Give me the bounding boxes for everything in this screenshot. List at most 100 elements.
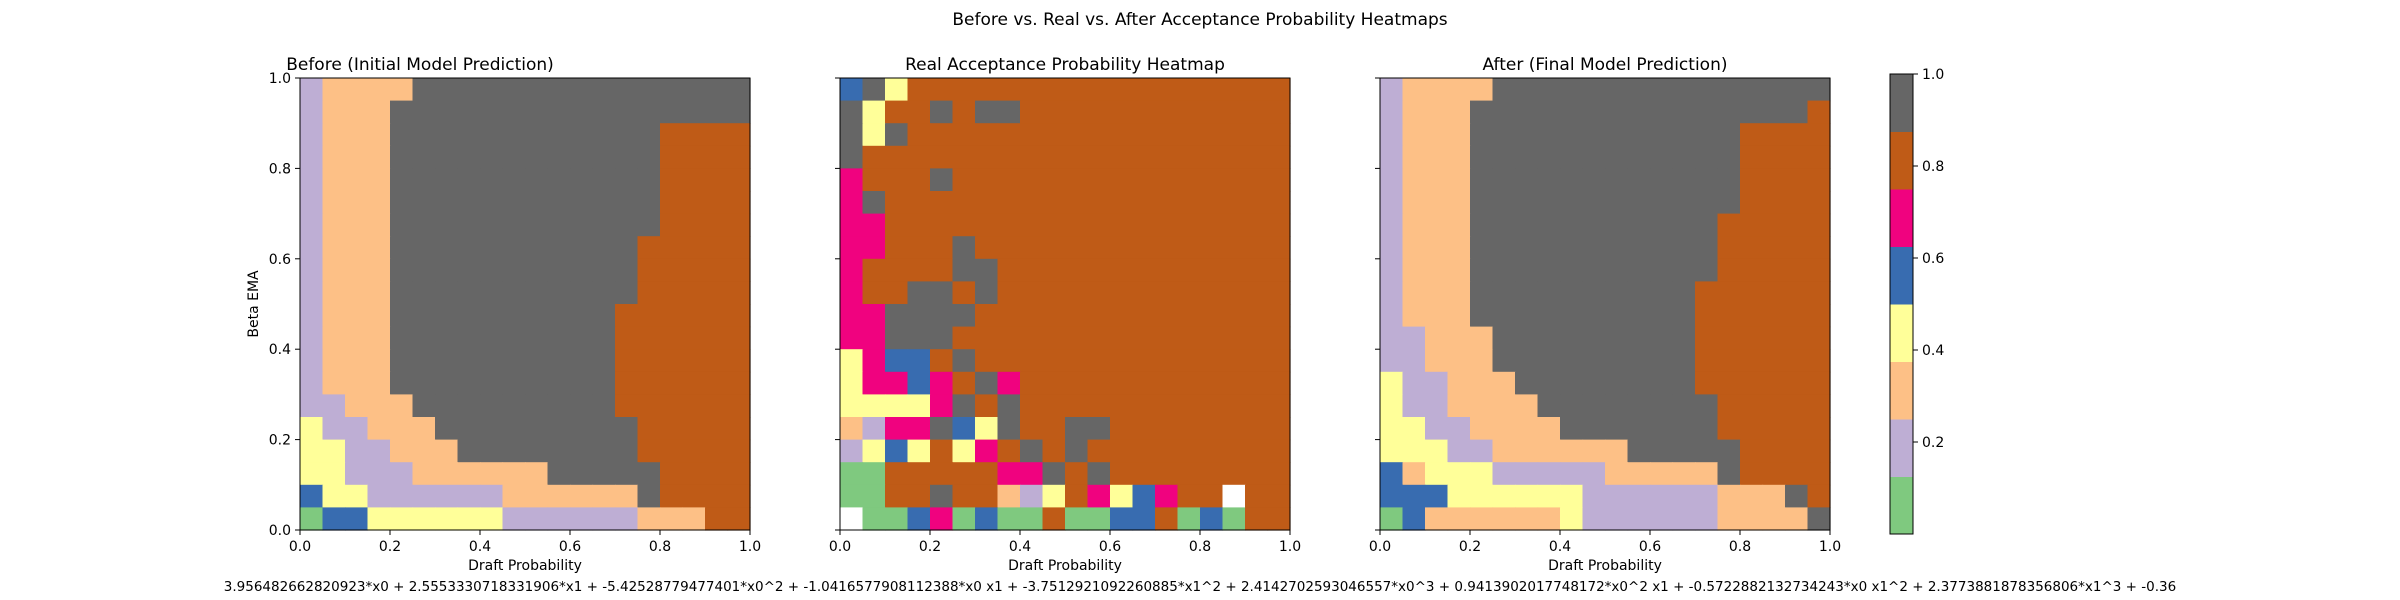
heatmap-cell	[1110, 145, 1134, 169]
heatmap-cell	[480, 417, 504, 441]
heatmap-cell	[1087, 462, 1111, 486]
heatmap-cell	[952, 371, 976, 395]
heatmap-cell	[1807, 439, 1831, 463]
x-tick-label: 1.0	[1279, 539, 1301, 555]
heatmap-cell	[592, 371, 616, 395]
heatmap-cell	[1605, 213, 1629, 237]
heatmap-cell	[1267, 417, 1291, 441]
heatmap-cell	[1222, 417, 1246, 441]
heatmap-cell	[637, 304, 661, 328]
heatmap-cell	[390, 78, 414, 102]
heatmap-cell	[1245, 304, 1269, 328]
heatmap-cell	[1650, 304, 1674, 328]
heatmap-cell	[547, 507, 571, 531]
heatmap-cell	[1065, 326, 1089, 350]
heatmap-cell	[1492, 123, 1516, 147]
heatmap-cell	[457, 304, 481, 328]
heatmap-cell	[412, 304, 436, 328]
heatmap-cell	[390, 439, 414, 463]
heatmap-cell	[1650, 439, 1674, 463]
heatmap-cell	[615, 349, 639, 373]
heatmap-cell	[525, 100, 549, 124]
heatmap-cell	[345, 394, 369, 418]
heatmap-cell	[1807, 484, 1831, 508]
heatmap-cell	[412, 349, 436, 373]
heatmap-cell	[952, 100, 976, 124]
heatmap-cell	[1717, 123, 1741, 147]
heatmap-cell	[1537, 191, 1561, 215]
heatmap-cell	[1155, 349, 1179, 373]
heatmap-cell	[547, 145, 571, 169]
heatmap-cell	[1087, 168, 1111, 192]
heatmap-cell	[1582, 304, 1606, 328]
heatmap-cell	[547, 100, 571, 124]
heatmap-cell	[1425, 191, 1449, 215]
heatmap-cell	[930, 349, 954, 373]
heatmap-cell	[525, 236, 549, 260]
heatmap-cell	[615, 191, 639, 215]
heatmap-cell	[367, 168, 391, 192]
heatmap-cell	[1560, 191, 1584, 215]
heatmap-cell	[1425, 145, 1449, 169]
heatmap-cell	[1087, 123, 1111, 147]
heatmap-cell	[502, 394, 526, 418]
heatmap-cell	[1515, 394, 1539, 418]
heatmap-cell	[1177, 123, 1201, 147]
heatmap-cell	[907, 123, 931, 147]
heatmap-cell	[660, 100, 684, 124]
heatmap-cell	[885, 145, 909, 169]
heatmap-cell	[1807, 236, 1831, 260]
formula-caption: 3.956482662820923*x0 + 2.555333071833190…	[224, 579, 2176, 595]
heatmap-cell	[1695, 349, 1719, 373]
heatmap-cell	[1155, 439, 1179, 463]
heatmap-cell	[997, 462, 1021, 486]
heatmap-cell	[1132, 145, 1156, 169]
heatmap-cell	[1020, 168, 1044, 192]
heatmap-cell	[1650, 371, 1674, 395]
heatmap-cell	[1200, 326, 1224, 350]
heatmap-cell	[1672, 484, 1696, 508]
heatmap-cell	[1087, 394, 1111, 418]
heatmap-cell	[1200, 281, 1224, 305]
heatmap-cell	[1155, 213, 1179, 237]
heatmap-cell	[1222, 394, 1246, 418]
heatmap-cell	[1267, 258, 1291, 282]
heatmap-cell	[300, 168, 324, 192]
heatmap-cell	[1425, 236, 1449, 260]
heatmap-cell	[412, 326, 436, 350]
heatmap-cell	[322, 439, 346, 463]
heatmap-cell	[367, 484, 391, 508]
heatmap-cell	[1425, 417, 1449, 441]
heatmap-cell	[1582, 281, 1606, 305]
heatmap-cell	[862, 78, 886, 102]
heatmap-cell	[840, 123, 864, 147]
heatmap-cell	[1177, 213, 1201, 237]
colorbar-swatch	[1890, 361, 1913, 420]
heatmap-cell	[1087, 258, 1111, 282]
heatmap-cell	[547, 462, 571, 486]
heatmap-cell	[480, 191, 504, 215]
heatmap-cell	[1492, 371, 1516, 395]
heatmap-cell	[480, 371, 504, 395]
heatmap-cell	[547, 191, 571, 215]
x-tick-label: 0.4	[469, 539, 491, 555]
heatmap-cell	[1402, 168, 1426, 192]
heatmap-cell	[1470, 349, 1494, 373]
heatmap-cell	[1447, 123, 1471, 147]
heatmap-cell	[975, 236, 999, 260]
heatmap-cell	[1470, 394, 1494, 418]
colorbar-swatches	[1890, 74, 1913, 535]
heatmap-cell	[1492, 145, 1516, 169]
heatmap-cell	[1650, 78, 1674, 102]
heatmap-cell	[840, 462, 864, 486]
heatmap-cell	[435, 168, 459, 192]
heatmap-cell	[367, 78, 391, 102]
heatmap-cell	[930, 145, 954, 169]
heatmap-cell	[975, 258, 999, 282]
heatmap-cell	[1380, 439, 1404, 463]
heatmap-cell	[1380, 78, 1404, 102]
heatmap-cell	[570, 145, 594, 169]
heatmap-cell	[705, 145, 729, 169]
heatmap-cell	[480, 145, 504, 169]
heatmap-cell	[682, 191, 706, 215]
